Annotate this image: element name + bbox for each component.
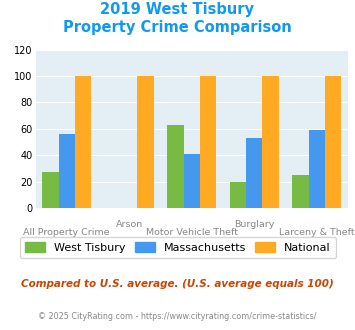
Bar: [230, 182, 246, 208]
Bar: [137, 76, 154, 208]
Bar: [59, 134, 75, 208]
Text: © 2025 CityRating.com - https://www.cityrating.com/crime-statistics/: © 2025 CityRating.com - https://www.city…: [38, 312, 317, 321]
Text: Compared to U.S. average. (U.S. average equals 100): Compared to U.S. average. (U.S. average …: [21, 279, 334, 289]
Bar: [325, 76, 341, 208]
Legend: West Tisbury, Massachusetts, National: West Tisbury, Massachusetts, National: [20, 237, 336, 258]
Bar: [262, 76, 279, 208]
Text: All Property Crime: All Property Crime: [23, 228, 110, 237]
Bar: [42, 172, 59, 208]
Text: Burglary: Burglary: [234, 220, 274, 229]
Text: Arson: Arson: [116, 220, 143, 229]
Bar: [184, 154, 200, 208]
Text: Larceny & Theft: Larceny & Theft: [279, 228, 355, 237]
Bar: [200, 76, 216, 208]
Text: 2019 West Tisbury: 2019 West Tisbury: [100, 2, 255, 16]
Bar: [167, 125, 184, 208]
Bar: [246, 138, 262, 208]
Text: Motor Vehicle Theft: Motor Vehicle Theft: [146, 228, 238, 237]
Bar: [75, 76, 91, 208]
Bar: [292, 175, 308, 208]
Text: Property Crime Comparison: Property Crime Comparison: [63, 20, 292, 35]
Bar: [308, 130, 325, 208]
